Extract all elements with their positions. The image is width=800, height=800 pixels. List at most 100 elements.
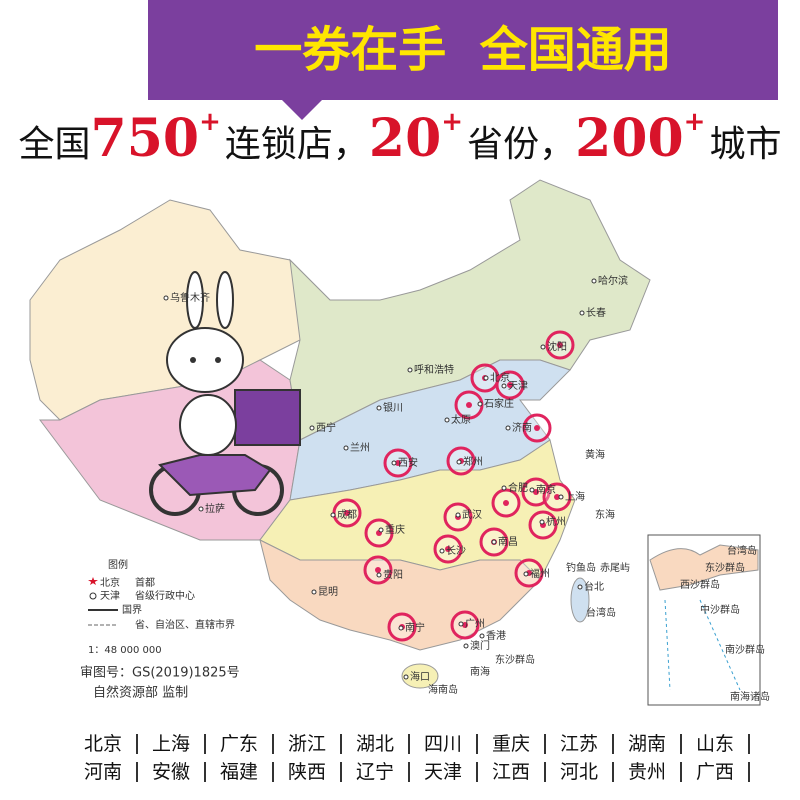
city-label: 西安: [398, 456, 418, 469]
city-dot: [163, 295, 169, 301]
store-marker-dot: [557, 342, 563, 348]
city-dot: [579, 310, 585, 316]
city-label: 上海: [565, 490, 585, 503]
city-dot: [591, 278, 597, 284]
headline-number: 750: [90, 108, 200, 169]
store-marker-dot: [445, 546, 451, 552]
store-marker-dot: [507, 382, 513, 388]
province-row: 北京 上海 广东 浙江 湖北 四川 重庆 江苏 湖南 山东: [70, 730, 750, 758]
city-dot: [198, 506, 204, 512]
city-label: 成都: [337, 509, 357, 521]
city-dot: [483, 375, 489, 381]
store-marker-dot: [395, 460, 401, 466]
legend-province-border: 省、自治区、直辖市界: [135, 618, 235, 631]
city-label: 香港: [486, 630, 506, 642]
headline-number: 20: [368, 108, 442, 169]
inset-title: 南海诸岛: [730, 690, 770, 703]
city-dot: [477, 401, 483, 407]
city-label: 杭州: [546, 515, 566, 528]
province: 河北: [546, 762, 614, 782]
inset-label: 西沙群岛: [680, 578, 720, 591]
province: 陕西: [274, 762, 342, 782]
province: 安徽: [138, 762, 206, 782]
headline-unit: 城市: [709, 124, 782, 165]
city-label: 石家庄: [484, 397, 514, 410]
province: 北京: [70, 734, 138, 754]
city-dot: [343, 445, 349, 451]
legend-capital: 北京: [100, 576, 120, 589]
city-label: 兰州: [350, 441, 370, 454]
city-label: 银川: [383, 401, 403, 414]
place-label: 东海: [595, 508, 615, 521]
city-label: 南昌: [498, 535, 518, 548]
city-dot: [439, 548, 445, 554]
store-marker-dot: [462, 622, 468, 628]
province: 辽宁: [342, 762, 410, 782]
province: 山东: [682, 734, 750, 754]
headline: 全国 750 + 连锁店， 20 + 省份， 200 + 城市: [0, 107, 800, 174]
city-dot: [539, 519, 545, 525]
city-dot: [558, 494, 564, 500]
province: 浙江: [274, 734, 342, 754]
city-dot: [376, 405, 382, 411]
city-dot: [463, 643, 469, 649]
place-label: 南海: [470, 665, 490, 678]
legend-border: 国界: [122, 604, 142, 616]
city-label: 长春: [586, 307, 606, 319]
city-label: 郑州: [463, 455, 483, 468]
country: [29, 179, 651, 689]
city-dot: [540, 344, 546, 350]
city-dot: [523, 571, 529, 577]
inset-label: 台湾岛: [727, 544, 757, 557]
city-dot: [505, 425, 511, 431]
city-dot: [491, 539, 497, 545]
city-dot: [378, 527, 384, 533]
province: 四川: [410, 734, 478, 754]
city-label: 北京: [490, 371, 510, 384]
place-label: 东沙群岛: [495, 653, 535, 666]
inset-label: 南沙群岛: [725, 643, 765, 656]
banner: [148, 0, 778, 100]
province: 河南: [70, 762, 138, 782]
headline-lead: 全国: [18, 124, 91, 165]
city-dot: [376, 572, 382, 578]
headline-plus: +: [199, 107, 221, 137]
city-label: 重庆: [385, 523, 405, 536]
bunny-illustration: [149, 271, 301, 516]
store-marker-dot: [534, 425, 540, 431]
city-label: 合肥: [508, 481, 528, 494]
inset-map: [647, 534, 761, 706]
city-dot: [309, 425, 315, 431]
city-dot: [529, 487, 535, 493]
city-label: 长沙: [446, 545, 466, 557]
legend-provincial-note: 省级行政中心: [135, 589, 195, 602]
city-label: 南宁: [405, 621, 425, 634]
city-label: 澳门: [470, 639, 490, 652]
province: 湖北: [342, 734, 410, 754]
city-dot: [403, 674, 409, 680]
city-label: 台北: [584, 580, 604, 593]
city-label: 太原: [451, 413, 471, 426]
province: 江西: [478, 762, 546, 782]
city-label: 海口: [410, 670, 430, 683]
approval: 审图号：GS(2019)1825号: [80, 666, 240, 681]
province: 江苏: [546, 734, 614, 754]
city-label: 拉萨: [205, 502, 225, 515]
city-dot: [407, 367, 413, 373]
province: 贵州: [614, 762, 682, 782]
inset-label: 中沙群岛: [700, 603, 740, 616]
headline-plus: +: [441, 107, 464, 137]
store-marker-dot: [554, 494, 560, 500]
province: 广西: [682, 762, 750, 782]
place-label: 赤尾屿: [600, 562, 630, 574]
province: 上海: [138, 734, 206, 754]
province-row: 河南 安徽 福建 陕西 辽宁 天津 江西 河北 贵州 广西: [70, 758, 750, 786]
store-marker-dot: [375, 567, 381, 573]
inset-label: 东沙群岛: [705, 561, 745, 574]
banner-title: 一券在手 全国通用: [254, 22, 672, 78]
province-list: 北京 上海 广东 浙江 湖北 四川 重庆 江苏 湖南 山东 河南 安徽 福建 陕西 辽宁 天津 江西 河北 贵州 广西: [70, 730, 750, 786]
headline-unit: 连锁店，: [224, 124, 369, 165]
city-dot: [455, 512, 461, 518]
